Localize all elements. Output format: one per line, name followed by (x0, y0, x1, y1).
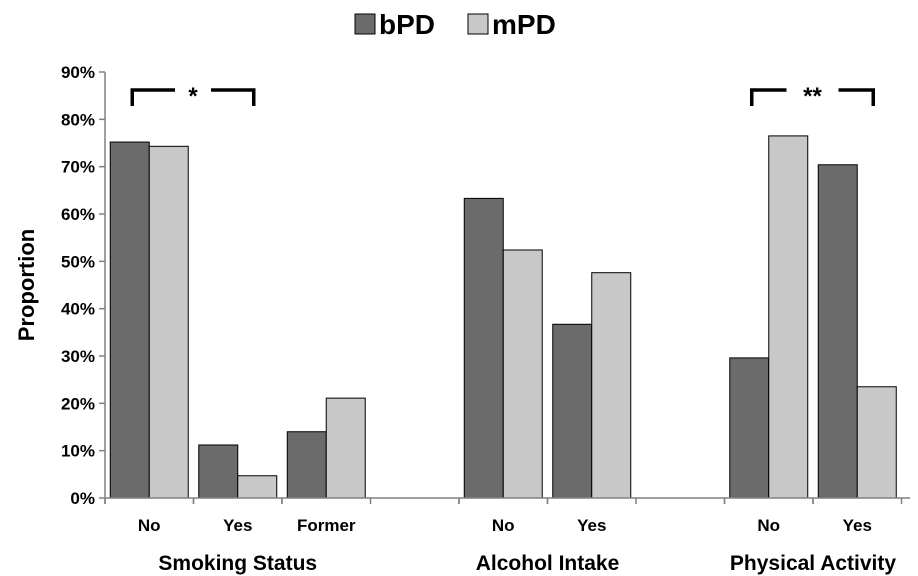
significance-bracket (750, 88, 875, 106)
bar-mPD-physical-activity-yes (856, 386, 897, 499)
x-category-label: No (757, 516, 780, 535)
y-tick-label: 30% (61, 347, 95, 366)
y-tick-label: 20% (61, 394, 95, 413)
bar-mPD-smoking-status-former (325, 397, 366, 499)
bar-mPD-alcohol-intake-no (502, 249, 543, 499)
y-tick-label: 0% (70, 489, 95, 508)
significance-label: ** (803, 83, 822, 110)
legend-label-bPD: bPD (379, 9, 435, 40)
x-axis: No Yes Former Smoking Status No Yes Alcohol In… (104, 497, 910, 575)
legend-label-mPD: mPD (492, 9, 556, 40)
legend-swatch-bPD (354, 13, 376, 35)
legend: bPD mPD (354, 9, 556, 40)
legend-swatch-mPD (467, 13, 489, 35)
bar-bPD-alcohol-intake-yes (552, 323, 593, 499)
significance-bracket (130, 88, 256, 106)
y-tick-label: 80% (61, 110, 95, 129)
x-group-label: Smoking Status (158, 552, 317, 575)
x-category-label: Yes (577, 516, 606, 535)
x-category-label: Former (297, 516, 356, 535)
significance-annotations: * ** (130, 83, 875, 110)
bar-mPD-alcohol-intake-yes (591, 272, 632, 499)
y-axis-title: Proportion (14, 229, 39, 341)
significance-label: * (188, 83, 198, 110)
bar-mPD-smoking-status-no (148, 145, 189, 499)
bars (109, 135, 897, 499)
x-category-label: Yes (223, 516, 252, 535)
bar-bPD-physical-activity-yes (817, 164, 858, 499)
x-group-label: Alcohol Intake (476, 552, 620, 575)
y-tick-label: 60% (61, 205, 95, 224)
bar-bPD-smoking-status-yes (198, 444, 239, 499)
bar-mPD-smoking-status-yes (237, 475, 278, 499)
bar-bPD-alcohol-intake-no (463, 197, 504, 499)
y-axis: 0% 10% 20% 30% 40% 50% 60% 70% 80% 90% (61, 63, 106, 508)
x-category-label: Yes (843, 516, 872, 535)
x-group-label: Physical Activity (730, 552, 896, 575)
bar-bPD-smoking-status-former (286, 431, 327, 499)
y-tick-label: 40% (61, 300, 95, 319)
x-category-label: No (492, 516, 515, 535)
bar-mPD-physical-activity-no (768, 135, 809, 499)
y-tick-label: 70% (61, 158, 95, 177)
bar-bPD-physical-activity-no (729, 357, 770, 499)
y-tick-label: 50% (61, 252, 95, 271)
y-tick-label: 10% (61, 442, 95, 461)
bar-bPD-smoking-status-no (109, 141, 150, 499)
y-tick-label: 90% (61, 63, 95, 82)
x-category-label: No (138, 516, 161, 535)
